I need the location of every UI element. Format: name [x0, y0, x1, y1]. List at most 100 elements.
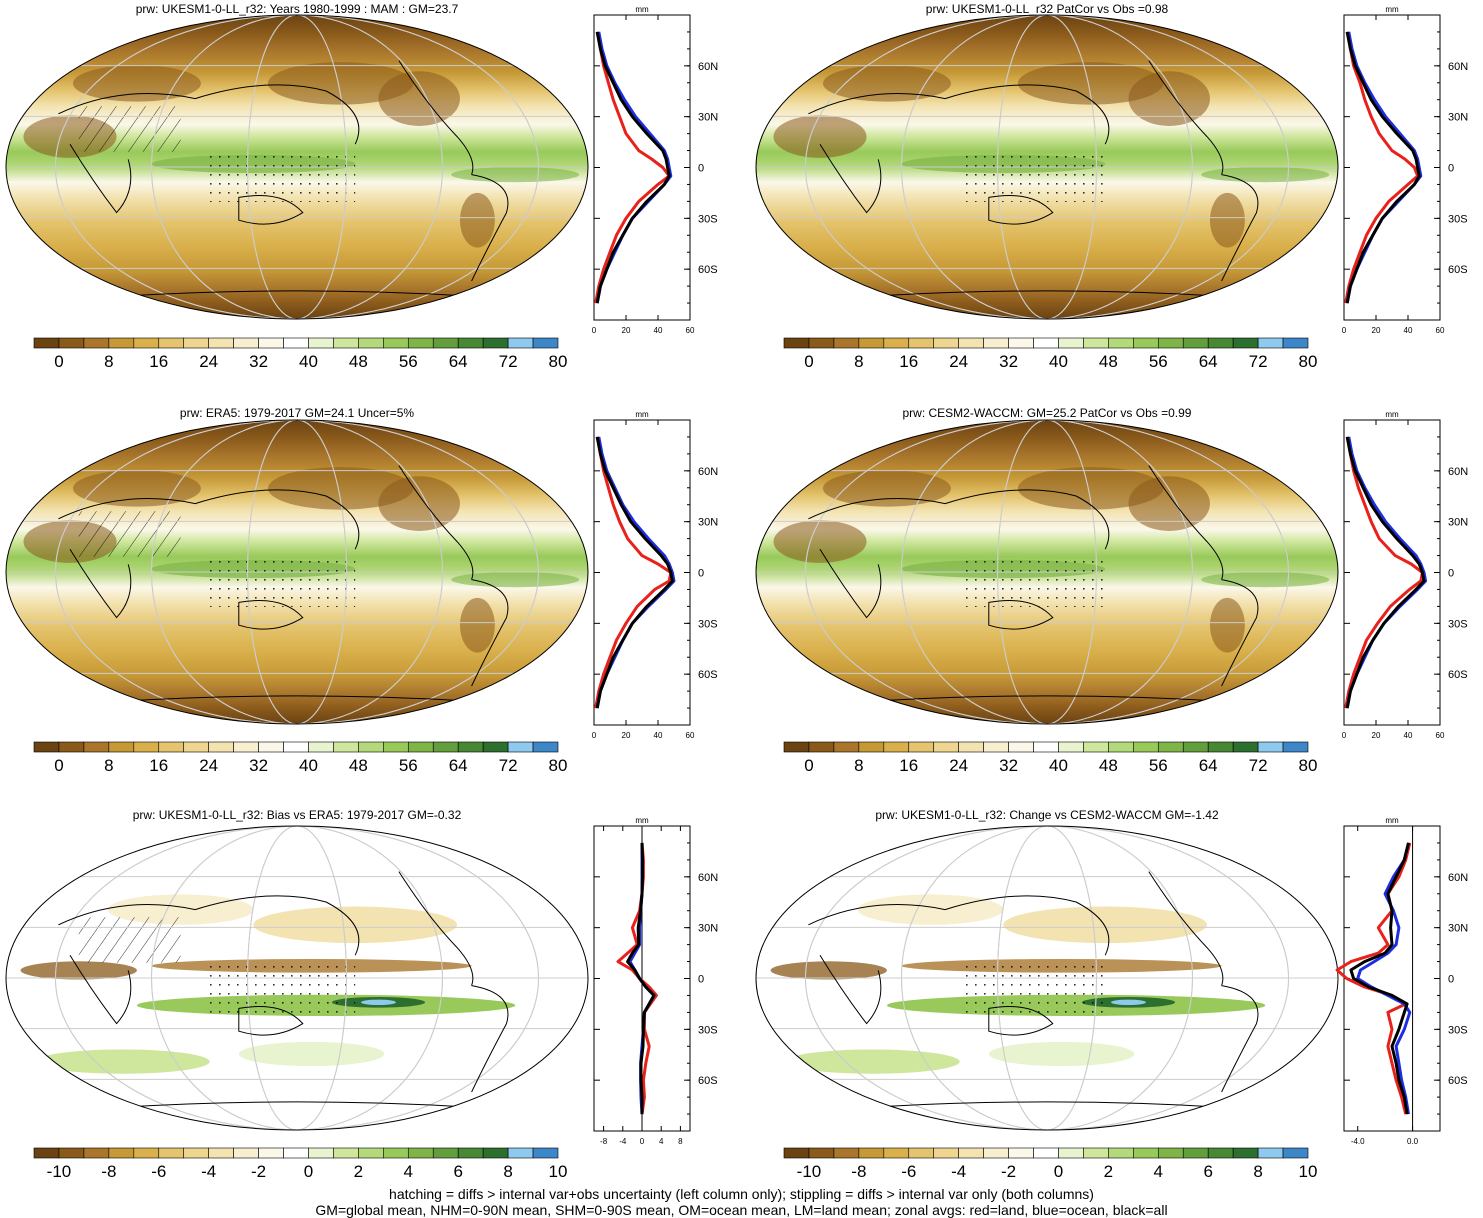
hatching: [78, 106, 181, 152]
colorbar-swatch: [1008, 337, 1034, 349]
hatching: [78, 917, 181, 963]
coastline: [471, 579, 509, 687]
panel-title: prw: UKESM1-0-LL_r32 PatCor vs Obs =0.98: [926, 2, 1169, 16]
colorbar-label: 4: [1154, 1162, 1163, 1181]
colorbar-swatch: [1282, 741, 1309, 753]
colorbar-swatch: [933, 741, 959, 753]
colorbar-swatch: [383, 337, 409, 349]
lat-tick-label: 0: [1448, 974, 1454, 986]
colorbar-label: 24: [949, 756, 968, 775]
profile-unit: mm: [1385, 816, 1399, 825]
stippling: [209, 148, 356, 202]
colorbar-swatch: [283, 337, 309, 349]
colorbar-swatch: [108, 741, 135, 753]
colorbar-swatch: [1133, 337, 1159, 349]
colorbar-swatch: [133, 741, 160, 753]
colorbar-swatch: [432, 1147, 459, 1159]
colorbar-swatch: [1257, 1147, 1284, 1159]
graticule-lon: [997, 826, 1097, 1130]
graticule-lon: [997, 420, 1097, 724]
colorbar-swatch: [1232, 741, 1259, 753]
dry-region: [267, 62, 414, 105]
x-tick-label: 40: [654, 326, 663, 335]
stippling: [959, 553, 1106, 607]
x-tick-label: 0: [1342, 731, 1347, 740]
colorbar-label: -8: [851, 1162, 866, 1181]
colorbar-label: 32: [249, 756, 268, 775]
coastline: [808, 84, 1110, 145]
colorbar-swatch: [783, 741, 810, 753]
x-tick-label: -4.0: [1351, 1137, 1365, 1146]
coastline: [471, 985, 509, 1093]
colorbar-swatch: [1033, 1147, 1059, 1159]
dry-region: [459, 597, 495, 653]
colorbar-swatch: [457, 337, 484, 349]
panel-title: prw: UKESM1-0-LL_r32: Change vs CESM2-WA…: [875, 808, 1219, 822]
graticule-lon: [54, 15, 540, 319]
profile-unit: mm: [635, 410, 649, 419]
colorbar-swatch: [858, 337, 885, 349]
colorbar-label: 72: [499, 352, 518, 371]
colorbar-label: 6: [453, 1162, 462, 1181]
graticule-lon: [901, 420, 1193, 724]
colorbar-label: 40: [299, 352, 318, 371]
world-map: [6, 420, 588, 724]
colorbar-label: 0: [54, 352, 63, 371]
lat-tick-label: 60S: [698, 669, 718, 681]
lat-tick-label: 60S: [1448, 1075, 1468, 1087]
colorbar-swatch: [407, 1147, 434, 1159]
colorbar-swatch: [1058, 741, 1084, 753]
dry-bias-region: [20, 961, 137, 980]
x-tick-label: 0: [1342, 326, 1347, 335]
colorbar-label: -2: [251, 1162, 266, 1181]
colorbar-label: 48: [349, 756, 368, 775]
profile-unit: mm: [1385, 5, 1399, 14]
lat-tick-label: 30N: [698, 112, 718, 124]
colorbar-swatch: [883, 741, 910, 753]
colorbar-swatch: [532, 1147, 559, 1159]
colorbar-label: -2: [1001, 1162, 1016, 1181]
world-map: [6, 826, 588, 1130]
colorbar-swatch: [1257, 741, 1284, 753]
stippling: [959, 148, 1106, 202]
graticule-lon: [901, 826, 1193, 1130]
profile-frame: [1343, 419, 1441, 726]
colorbar-swatch: [983, 741, 1009, 753]
profile-unit: mm: [1385, 410, 1399, 419]
coastline: [238, 600, 304, 630]
colorbar-swatch: [908, 337, 935, 349]
lat-tick-label: 60S: [698, 1075, 718, 1087]
stippling: [209, 959, 356, 1013]
colorbar-swatch: [1232, 1147, 1259, 1159]
x-tick-label: 40: [1404, 326, 1413, 335]
colorbar-label: 0: [1054, 1162, 1063, 1181]
colorbar-label: 56: [1149, 352, 1168, 371]
colorbar-swatch: [58, 1147, 85, 1159]
colorbar-swatch: [808, 1147, 835, 1159]
colorbar: 0 8 16 24 32 40 48 56 64 72 80: [783, 337, 1317, 371]
colorbar-label: 40: [299, 756, 318, 775]
panel-title: prw: CESM2-WACCM: GM=25.2 PatCor vs Obs …: [903, 406, 1192, 420]
anomaly-region: [1003, 906, 1208, 944]
lat-tick-label: 0: [1448, 163, 1454, 175]
anomaly-region: [253, 906, 458, 944]
colorbar-swatch: [507, 1147, 534, 1159]
colorbar-label: 24: [199, 756, 218, 775]
colorbar-label: 64: [1199, 756, 1218, 775]
colorbar-swatch: [1008, 741, 1034, 753]
colorbar-swatch: [108, 337, 135, 349]
colorbar-swatch: [83, 741, 110, 753]
coastline: [69, 548, 132, 619]
colorbar: 0 8 16 24 32 40 48 56 64 72 80: [783, 741, 1317, 775]
dry-region: [773, 115, 867, 158]
colorbar-swatch: [432, 741, 459, 753]
colorbar-swatch: [933, 337, 959, 349]
lat-tick-label: 60N: [698, 872, 718, 884]
coastline: [398, 60, 474, 175]
profile-unit: mm: [635, 5, 649, 14]
coastline: [1148, 60, 1224, 175]
x-tick-label: 4: [659, 1137, 664, 1146]
coastline: [1221, 985, 1259, 1093]
moist-region: [1201, 167, 1330, 183]
lat-tick-label: 0: [698, 974, 704, 986]
